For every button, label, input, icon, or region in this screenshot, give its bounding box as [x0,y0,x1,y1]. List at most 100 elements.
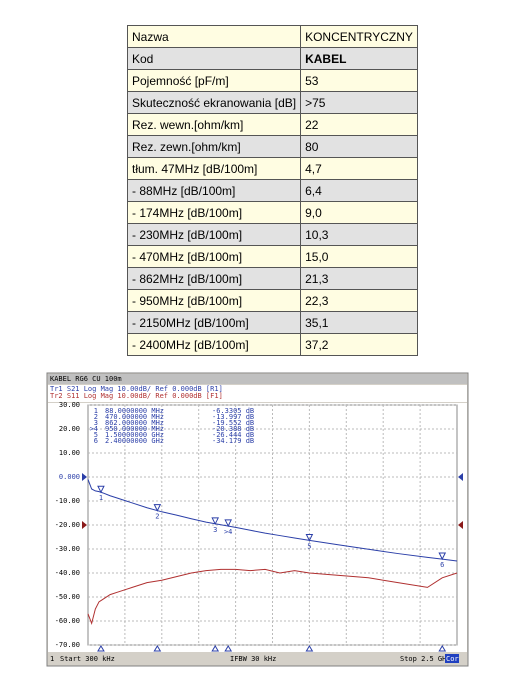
marker-table-value: -13.997 dB [212,413,254,421]
marker [224,519,233,528]
marker-id: 3 [213,526,217,534]
marker-tick [211,645,220,652]
property-value: KONCENTRYCZNY [300,25,418,48]
legend-entry: Tr1 S21 Log Mag 10.00dB/ Ref 0.000dB [R1… [50,385,223,393]
y-tick-label: 20.00 [59,425,80,433]
marker-table-id: 6 [94,437,98,445]
property-name: - 230MHz [dB/100m] [126,223,302,246]
marker-tick [224,645,233,652]
marker-id: 5 [307,542,311,550]
property-value: 6,4 [300,179,418,202]
table-row: - 950MHz [dB/100m] 22,3 [126,289,418,312]
marker-table-value: -34.179 dB [212,437,254,445]
table-row: - 230MHz [dB/100m] 10,3 [126,223,418,246]
table-row: - 862MHz [dB/100m] 21,3 [126,267,418,290]
property-value: 9,0 [300,201,418,224]
marker [153,504,162,512]
marker-id: 2 [155,513,159,521]
chart-title: KABEL RG6 CU 100m [50,375,122,383]
ref-arrow [82,521,87,529]
channel: 1 [50,655,54,663]
marker-table-id: 1 [94,407,98,415]
property-name: Rez. wewn.[ohm/km] [126,113,302,136]
table-row: Nazwa KONCENTRYCZNY [126,25,418,48]
y-tick-label: -60.00 [55,617,80,625]
status-bar [48,652,467,664]
table-row: Kod KABEL [126,47,418,70]
marker-tick [438,645,447,652]
legend-entry: Tr2 S11 Log Mag 10.00dB/ Ref 0.000dB [F1… [50,392,223,400]
y-tick-label: 0.000 [59,473,80,481]
plot-background [48,403,467,652]
marker-tick [153,645,162,652]
ref-arrow [458,521,463,529]
property-value: 15,0 [300,245,418,268]
y-tick-label: -40.00 [55,569,80,577]
property-value: 10,3 [300,223,418,246]
marker-table-freq: 2.40000000 GHz [105,437,164,445]
marker [97,485,105,494]
start-label: Start 300 kHz [60,655,115,663]
y-tick-label: 30.00 [59,401,80,409]
y-tick-label: -20.00 [55,521,80,529]
marker-table-id: 2 [94,413,98,421]
y-tick-label: -50.00 [55,593,80,601]
table-row: Rez. wewn.[ohm/km] 22 [126,113,418,136]
table-row: Rez. zewn.[ohm/km] 80 [126,135,418,158]
marker [438,552,447,561]
property-value: 53 [300,69,418,92]
marker-table-value: -19.552 dB [212,419,254,427]
cor-label: Cor [446,655,459,663]
marker-id: 1 [99,494,103,502]
marker-tick [305,645,314,652]
legend-area [48,385,467,402]
table-row: - 174MHz [dB/100m] 9,0 [126,201,418,224]
marker-table-value: -26.444 dB [212,431,254,439]
marker [305,533,314,542]
marker-table-value: -20.388 dB [212,425,254,433]
trace [87,479,458,562]
marker-table-id: 3 [94,419,98,427]
property-value: 4,7 [300,157,418,180]
ifbw-label: IFBW 30 kHz [230,655,276,663]
marker-table-freq: 862.000000 MHz [105,419,164,427]
table-row: - 2150MHz [dB/100m] 35,1 [126,311,418,334]
property-name: - 2150MHz [dB/100m] [126,311,302,334]
table-body: Nazwa KONCENTRYCZNY Kod KABEL Pojemność [pF/… [126,25,418,356]
property-value: 37,2 [300,333,418,356]
property-value: 35,1 [300,311,418,334]
property-name: Rez. zewn.[ohm/km] [126,135,302,158]
ref-arrow [458,473,463,481]
trace [87,568,458,626]
y-tick-label: 10.00 [59,449,80,457]
marker-table-freq: 88.0000000 MHz [105,407,164,415]
spec-table: Nazwa KONCENTRYCZNY Kod KABEL Pojemność [pF/… [126,25,418,356]
marker-table-id: 5 [94,431,98,439]
table-row: - 2400MHz [dB/100m] 37,2 [126,333,418,356]
marker-table-value: -6.3305 dB [212,407,254,415]
ref-arrow [82,473,87,481]
property-name: Pojemność [pF/m] [126,69,302,92]
cor-badge [445,654,459,663]
table-row: - 88MHz [dB/100m] 6,4 [126,179,418,202]
table-row: Pojemność [pF/m] 53 [126,69,418,92]
marker-table-freq: 1.50000000 GHz [105,431,164,439]
property-name: - 174MHz [dB/100m] [126,201,302,224]
property-name: Kod [126,47,302,70]
property-name: Nazwa [126,25,302,48]
y-tick-label: -10.00 [55,497,80,505]
marker-table-freq: 950.000000 MHz [105,425,164,433]
y-tick-label: -70.00 [55,641,80,649]
title-bar [48,374,467,384]
marker-table-id: >4 [90,425,98,433]
property-value: 21,3 [300,267,418,290]
marker-id: 6 [440,561,444,569]
table-row: tłum. 47MHz [dB/100m] 4,7 [126,157,418,180]
marker [211,517,220,526]
marker-table-freq: 470.000000 MHz [105,413,164,421]
marker-id: >4 [224,528,232,536]
property-name: - 88MHz [dB/100m] [126,179,302,202]
property-name: tłum. 47MHz [dB/100m] [126,157,302,180]
